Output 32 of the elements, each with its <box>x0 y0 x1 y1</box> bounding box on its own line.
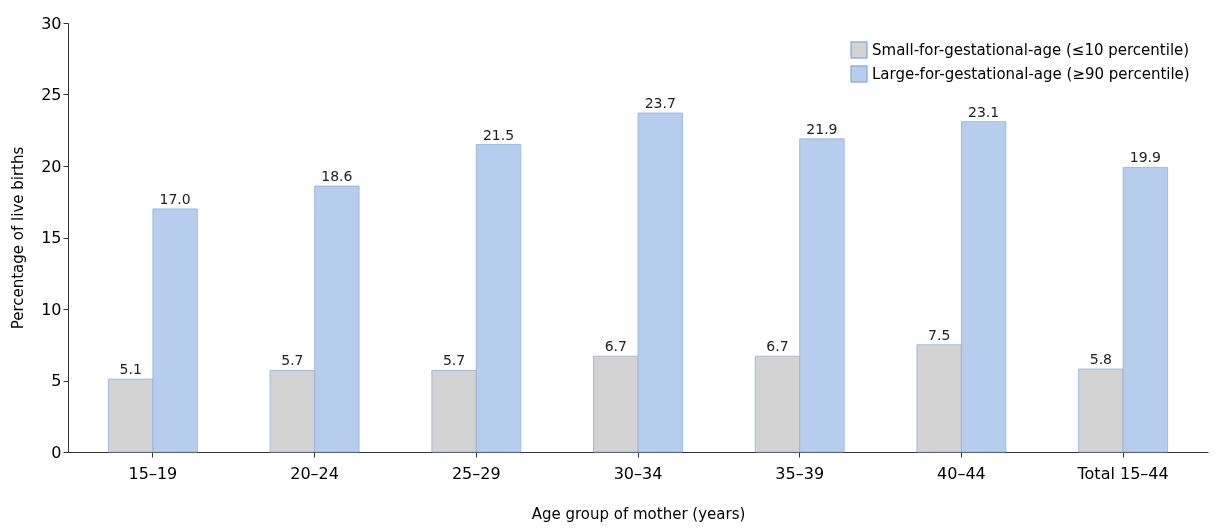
data-label: 5.7 <box>281 352 304 369</box>
data-label: 5.7 <box>442 352 466 369</box>
x-tick-label: 30–34 <box>613 463 663 483</box>
legend-label: Small-for-gestational-age (≤10 percentile) <box>872 41 1190 59</box>
y-tick-label: 0 <box>51 442 62 462</box>
data-label: 6.7 <box>604 338 627 355</box>
data-label: 23.7 <box>644 95 676 112</box>
y-tick-label: 20 <box>41 156 62 176</box>
x-axis-title: Age group of mother (years) <box>531 504 746 523</box>
y-tick-label: 25 <box>41 85 62 104</box>
x-tick-label: Total 15–44 <box>1076 463 1169 483</box>
x-tick-label: 25–29 <box>451 463 501 483</box>
y-tick-label: 30 <box>41 13 62 33</box>
y-axis-title: Percentage of live births <box>9 146 28 330</box>
data-label: 19.9 <box>1129 149 1161 166</box>
data-label: 6.7 <box>766 338 789 355</box>
data-label: 21.9 <box>806 120 838 137</box>
x-tick-label: 15–19 <box>128 463 178 483</box>
x-tick-label: 20–24 <box>290 463 339 483</box>
y-tick-label: 15 <box>41 228 62 247</box>
y-tick-label: 10 <box>41 299 62 319</box>
legend-label: Large-for-gestational-age (≥90 percentile) <box>872 65 1190 83</box>
data-label: 7.5 <box>928 326 951 343</box>
data-label: 5.1 <box>119 361 142 378</box>
data-label: 5.8 <box>1089 351 1113 368</box>
data-label: 18.6 <box>321 168 353 185</box>
data-label: 17.0 <box>159 190 191 207</box>
x-tick-label: 40–44 <box>937 463 986 483</box>
data-label: 23.1 <box>968 103 1000 120</box>
y-tick-label: 5 <box>51 371 62 390</box>
data-label: 21.5 <box>482 126 515 143</box>
x-tick-label: 35–39 <box>775 463 825 483</box>
